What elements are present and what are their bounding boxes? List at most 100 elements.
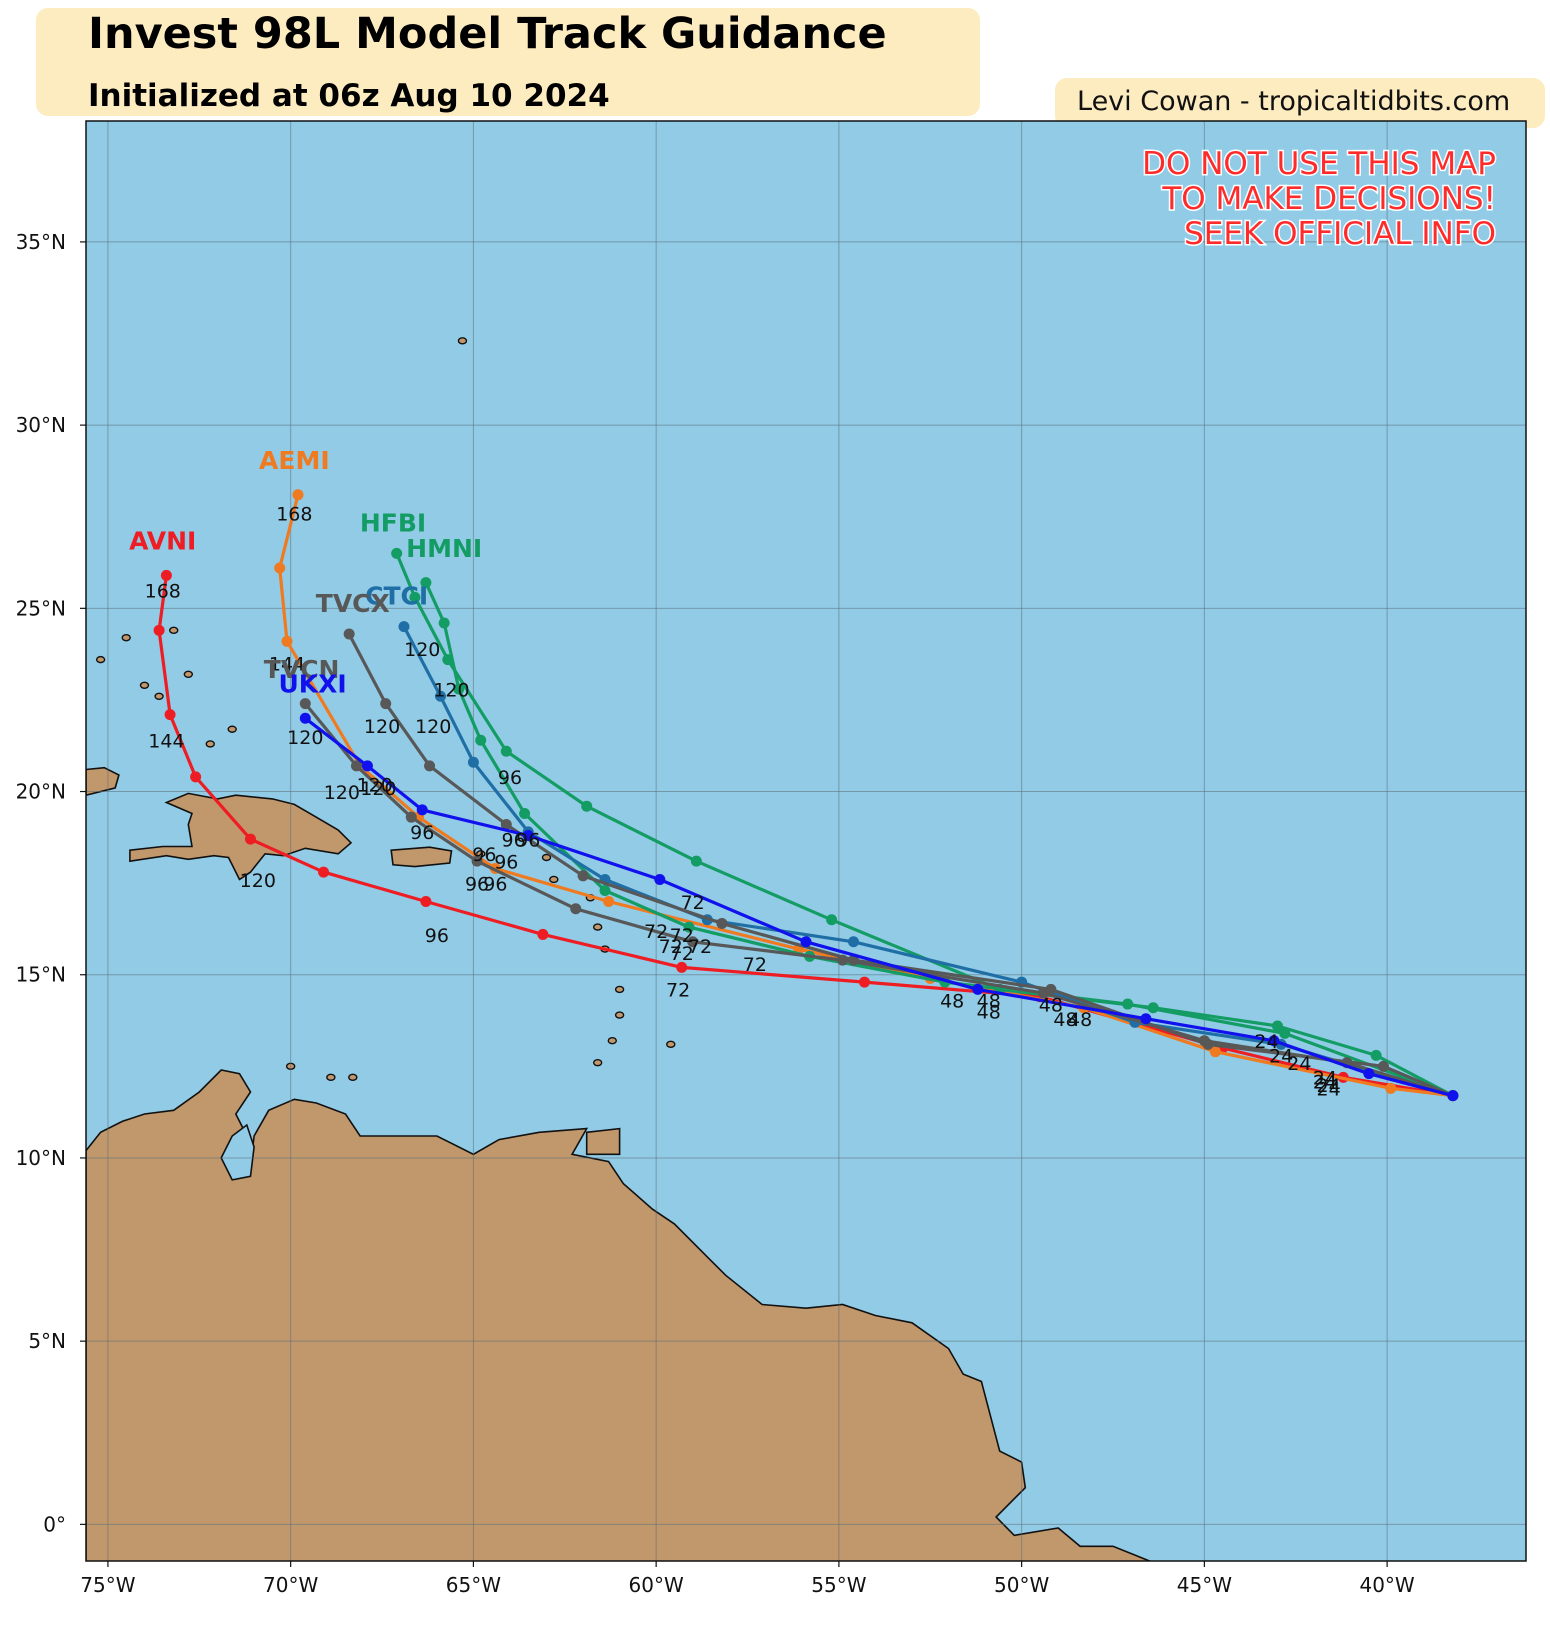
track-point <box>972 983 984 995</box>
hour-label: 120 <box>357 775 393 797</box>
island <box>139 681 150 689</box>
track-hfbi <box>391 547 1459 1102</box>
land-layer <box>86 337 1152 1561</box>
track-point <box>391 547 403 559</box>
hour-label: 48 <box>977 1002 1001 1024</box>
model-label-avni: AVNI <box>129 527 196 556</box>
island <box>326 1073 336 1082</box>
track-point <box>1122 998 1134 1010</box>
track-point <box>405 811 417 823</box>
track-point <box>519 808 531 820</box>
track-point <box>826 914 838 926</box>
track-point <box>581 800 593 812</box>
island <box>592 1058 603 1067</box>
island <box>607 1036 617 1045</box>
x-tick-label: 75°W <box>80 1573 135 1597</box>
track-point <box>153 624 165 636</box>
y-tick-label: 35°N <box>16 230 66 254</box>
track-point <box>1268 1035 1280 1047</box>
y-tick-label: 10°N <box>16 1146 66 1170</box>
track-point <box>350 760 362 772</box>
track-line <box>424 582 1454 1098</box>
map-frame <box>85 120 1527 1562</box>
island <box>592 923 603 931</box>
x-tick-label: 60°W <box>629 1573 684 1597</box>
track-point <box>164 709 176 721</box>
x-tick-label: 50°W <box>994 1573 1049 1597</box>
page-title: Invest 98L Model Track Guidance <box>88 9 887 59</box>
island <box>666 1040 676 1049</box>
track-point <box>522 830 534 842</box>
x-tick-label: 45°W <box>1177 1573 1232 1597</box>
hour-label: 72 <box>670 943 694 965</box>
track-point <box>599 884 611 896</box>
island <box>121 633 131 642</box>
model-label-aemi: AEMI <box>259 446 330 475</box>
track-point <box>500 819 512 831</box>
trinidad <box>585 1127 621 1156</box>
hispaniola <box>129 792 353 881</box>
track-point <box>1385 1082 1397 1094</box>
hour-label: 96 <box>516 829 540 851</box>
hour-label: 48 <box>1053 1009 1077 1031</box>
hour-label: 72 <box>743 954 767 976</box>
warning-text: DO NOT USE THIS MAP TO MAKE DECISIONS! S… <box>1141 145 1498 254</box>
model-label-ukxi: UKXI <box>278 670 346 699</box>
x-tick-label: 40°W <box>1359 1573 1414 1597</box>
model-label-ctci: CTCI <box>365 582 428 611</box>
hour-label: 72 <box>688 936 712 958</box>
track-point <box>676 961 688 973</box>
hour-label: 96 <box>425 925 449 947</box>
hour-label: 120 <box>364 716 400 738</box>
hour-label: 72 <box>644 921 668 943</box>
warning-line: TO MAKE DECISIONS! <box>1161 181 1496 217</box>
x-tick-label: 65°W <box>446 1573 501 1597</box>
hour-label: 96 <box>465 873 489 895</box>
hour-label: 120 <box>404 639 440 661</box>
warning-line: SEEK OFFICIAL INFO <box>1184 216 1496 252</box>
track-point <box>475 734 487 746</box>
x-tick-label: 70°W <box>263 1573 318 1597</box>
hour-label: 72 <box>681 892 705 914</box>
hour-label: 168 <box>276 503 312 525</box>
hour-label: 120 <box>240 870 276 892</box>
island <box>614 1011 625 1019</box>
island <box>549 875 559 884</box>
credit-text: Levi Cowan - tropicaltidbits.com <box>1077 86 1511 117</box>
hour-label: 72 <box>659 936 683 958</box>
hour-label: 96 <box>410 822 434 844</box>
track-point <box>690 855 702 867</box>
hour-label: 120 <box>287 727 323 749</box>
track-point <box>343 628 355 640</box>
track-point <box>1447 1090 1459 1102</box>
track-point <box>244 833 256 845</box>
credit-highlight <box>1055 78 1545 128</box>
hour-label: 120 <box>360 778 396 800</box>
hour-label: 24 <box>1269 1046 1293 1068</box>
track-point <box>361 760 373 772</box>
model-label-hmni: HMNI <box>406 534 482 563</box>
track-point <box>292 489 304 501</box>
track-point <box>453 683 465 695</box>
hour-label: 24 <box>1254 1031 1278 1053</box>
y-tick-label: 20°N <box>16 780 66 804</box>
track-point <box>409 591 421 603</box>
track-point <box>1271 1020 1283 1032</box>
track-point <box>299 698 311 710</box>
track-point <box>318 866 330 878</box>
axis-layer: 75°W 70°W 65°W 60°W 55°W 50°W 45°W 40°W 0° 5°N 10°… <box>16 230 1415 1597</box>
model-label-tvcx: TVCX <box>316 589 390 618</box>
track-point <box>837 954 849 966</box>
track-point <box>435 690 447 702</box>
hour-label: 96 <box>472 844 496 866</box>
x-tick-label: 55°W <box>811 1573 866 1597</box>
island <box>205 740 215 748</box>
track-point <box>471 855 483 867</box>
hour-label: 168 <box>145 580 181 602</box>
track-point <box>420 577 432 589</box>
island <box>541 853 552 862</box>
y-tick-label: 15°N <box>16 963 66 987</box>
track-point <box>683 921 695 933</box>
track-point <box>1279 1027 1291 1039</box>
